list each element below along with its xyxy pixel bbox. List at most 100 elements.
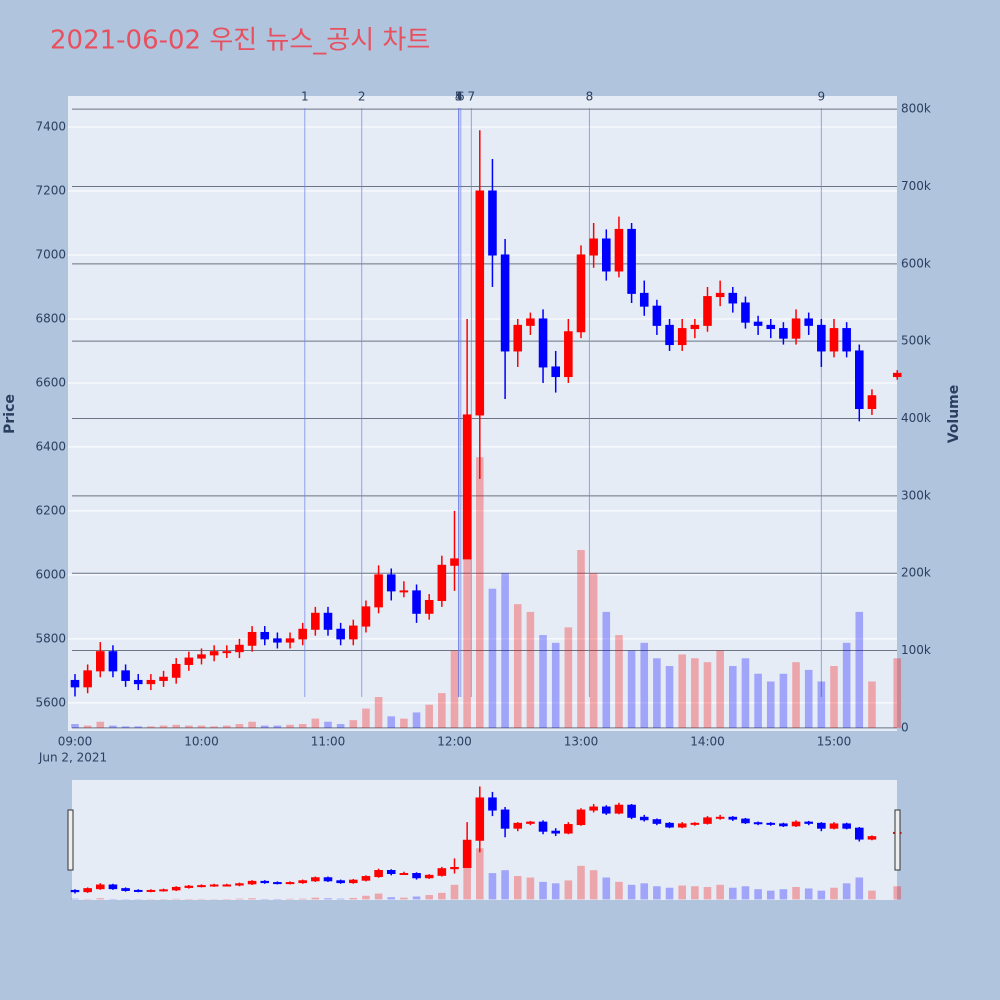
main-candle-body: [121, 670, 130, 681]
slider-volume-bar: [577, 865, 585, 900]
slider-candle-body: [829, 823, 839, 829]
range-handle-right[interactable]: [894, 809, 901, 871]
slider-candle-body: [159, 889, 168, 892]
slider-volume-bar: [868, 890, 876, 900]
main-candle-body: [222, 651, 232, 654]
slider-volume-bar: [691, 886, 699, 900]
slider-volume-bar: [248, 898, 256, 900]
slider-volume-bar: [893, 886, 902, 900]
range-slider[interactable]: [72, 780, 897, 900]
main-candle-body: [197, 654, 206, 659]
main-volume-bar: [159, 725, 168, 728]
slider-candle-body: [121, 888, 130, 891]
main-volume-bar: [703, 662, 712, 728]
slider-volume-bar: [374, 893, 383, 900]
slider-candle-body: [462, 839, 472, 868]
main-candle-body: [70, 679, 80, 688]
news-label: 6: [457, 90, 465, 104]
main-candle-body: [209, 651, 219, 656]
main-volume-bar: [362, 708, 370, 728]
main-volume-bar: [602, 611, 611, 728]
slider-volume-bar: [792, 886, 800, 900]
slider-volume-bar: [172, 898, 180, 900]
main-candle-body: [133, 679, 143, 685]
main-candle-body: [804, 318, 813, 326]
main-candle-body: [753, 321, 763, 326]
news-label: 7: [468, 90, 476, 104]
main-volume-bar: [754, 673, 762, 728]
main-candle-body: [639, 292, 649, 307]
slider-candle-body: [108, 884, 118, 890]
slider-volume-bar: [488, 873, 497, 900]
main-candle-body: [83, 670, 92, 688]
main-volume-bar: [868, 681, 876, 728]
slider-volume-bar: [754, 889, 762, 900]
main-volume-bar: [830, 666, 838, 728]
news-label: 9: [818, 90, 826, 104]
slider-volume-bar: [71, 898, 79, 900]
y-tick-label: 6800: [35, 311, 66, 325]
slider-candle-body: [437, 868, 447, 876]
main-candle-body: [601, 238, 611, 272]
main-volume-bar: [653, 658, 661, 728]
main-volume-bar: [589, 573, 598, 728]
main-volume-bar: [463, 433, 471, 728]
slider-candle-body: [639, 816, 649, 821]
main-volume-bar: [842, 642, 851, 728]
x-tick-label: 09:00: [58, 735, 93, 749]
slider-volume-bar: [665, 887, 674, 900]
x-date-label: Jun 2, 2021: [38, 751, 107, 765]
slider-candle-body: [235, 883, 244, 886]
slider-candle-body: [779, 823, 788, 827]
x-tick-label: 10:00: [184, 735, 219, 749]
main-candle-body: [348, 625, 358, 640]
slider-candle-body: [551, 830, 560, 834]
slider-candle-body: [222, 884, 232, 887]
main-volume-bar: [766, 681, 775, 728]
slider-volume-bar: [96, 898, 105, 900]
slider-candle-body: [601, 806, 611, 814]
y2-tick-label: 200k: [901, 566, 931, 580]
main-candle-body: [665, 324, 674, 346]
slider-candle-body: [488, 797, 497, 811]
slider-volume-bar: [627, 884, 636, 900]
slider-volume-bar: [842, 883, 851, 900]
range-handle-left[interactable]: [67, 809, 74, 871]
slider-volume-bar: [741, 886, 750, 900]
y2-tick-label: 300k: [901, 488, 931, 502]
main-volume-bar: [273, 725, 282, 728]
main-volume-bar: [475, 457, 484, 728]
y-tick-label: 5600: [35, 695, 66, 709]
slider-volume-bar: [412, 896, 421, 900]
slider-volume-bar: [779, 889, 788, 900]
slider-candle-body: [450, 866, 459, 870]
slider-candle-body: [564, 824, 573, 834]
main-volume-bar: [678, 654, 686, 728]
main-volume-bar: [615, 635, 623, 728]
main-candle-body: [386, 574, 396, 592]
main-candle-body: [855, 350, 864, 410]
main-candle-body: [614, 228, 624, 272]
chart-title: 2021-06-02 우진 뉴스_공시 차트: [50, 26, 430, 56]
y2-tick-label: 100k: [901, 643, 931, 657]
slider-volume-bar: [450, 884, 459, 900]
slider-candle-body: [336, 880, 345, 884]
slider-candle-body: [399, 873, 409, 876]
main-volume-bar: [83, 725, 92, 728]
main-candle-body: [247, 631, 257, 646]
main-volume-bar: [311, 718, 320, 728]
main-volume-bar: [792, 662, 800, 728]
main-volume-bar: [248, 721, 256, 728]
main-volume-bar: [96, 721, 105, 728]
main-candle-body: [779, 328, 788, 339]
slider-candle-body: [817, 822, 826, 829]
main-volume-bar: [438, 693, 446, 728]
slider-volume-bar: [311, 897, 320, 900]
slider-candle-body: [285, 882, 295, 885]
slider-candle-body: [867, 836, 877, 840]
slider-candle-body: [690, 822, 700, 825]
slider-candle-body: [576, 809, 586, 826]
main-volume-bar: [691, 658, 699, 728]
main-candle-body: [488, 190, 497, 256]
main-volume-bar: [716, 650, 724, 728]
